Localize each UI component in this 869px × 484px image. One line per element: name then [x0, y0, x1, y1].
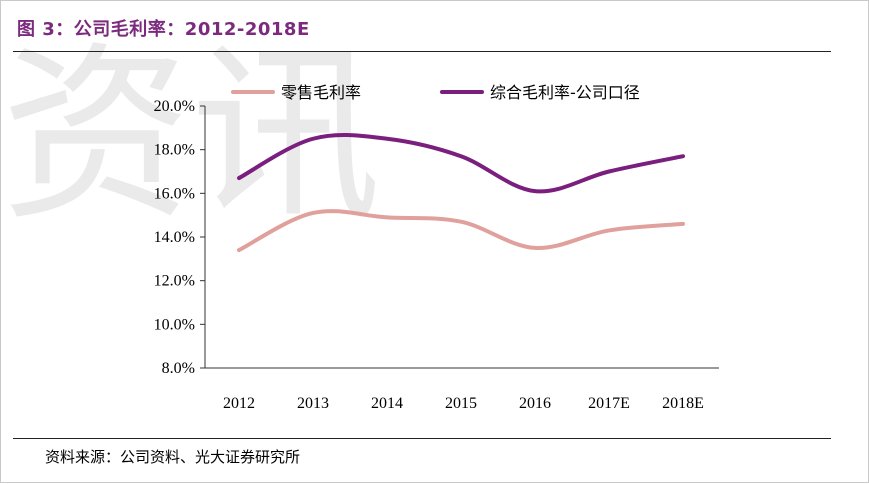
series-line-2	[237, 133, 685, 194]
y-tick-label: 8.0%	[162, 360, 195, 377]
x-axis-ticks: 2012 2013 2014 2015 2016 2017E 2018E	[223, 395, 704, 412]
watermark: 资讯	[1, 25, 382, 246]
x-tick-label: 2016	[519, 395, 551, 412]
x-tick-label: 2018E	[662, 395, 704, 412]
source-note: 资料来源：公司资料、光大证券研究所	[45, 448, 301, 466]
series-line-1	[237, 209, 685, 253]
y-tick-label: 16.0%	[154, 185, 195, 202]
series-lines	[237, 133, 685, 253]
y-axis-ticks: 8.0% 10.0% 12.0% 14.0% 16.0% 18.0% 20.0%	[154, 98, 205, 377]
y-tick-label: 14.0%	[154, 229, 195, 246]
x-tick-label: 2013	[297, 395, 329, 412]
x-tick-label: 2017E	[588, 395, 630, 412]
y-tick-label: 20.0%	[154, 98, 195, 115]
legend: 零售毛利率 综合毛利率-公司口径	[231, 83, 640, 102]
x-tick-label: 2015	[445, 395, 477, 412]
x-tick-label: 2014	[371, 395, 403, 412]
y-tick-label: 10.0%	[154, 316, 195, 333]
chart-title: 图 3：公司毛利率：2012-2018E	[17, 19, 310, 40]
y-tick-label: 18.0%	[154, 142, 195, 159]
y-tick-label: 12.0%	[154, 273, 195, 290]
x-tick-label: 2012	[223, 395, 255, 412]
source-divider	[13, 438, 831, 439]
legend-label-2: 综合毛利率-公司口径	[490, 83, 640, 102]
axes	[204, 106, 719, 369]
title-divider	[13, 51, 831, 52]
legend-label-1: 零售毛利率	[281, 83, 361, 102]
